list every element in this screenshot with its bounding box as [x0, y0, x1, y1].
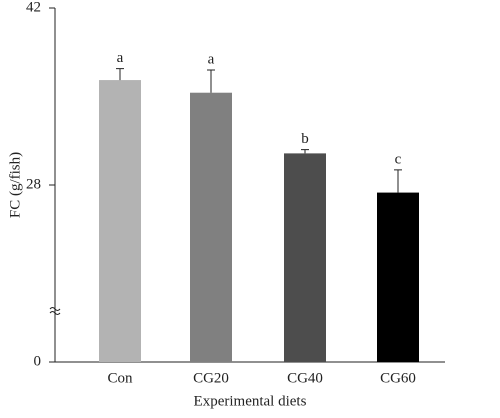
- bar: [99, 80, 141, 363]
- x-axis-label: Experimental diets: [194, 393, 307, 409]
- x-tick-label: CG40: [287, 370, 323, 386]
- significance-label: a: [117, 50, 124, 66]
- x-tick-label: Con: [107, 370, 133, 386]
- axis-break: [49, 307, 61, 315]
- x-tick-label: CG60: [380, 370, 416, 386]
- significance-label: c: [395, 151, 402, 167]
- bar: [190, 92, 232, 362]
- y-tick-label: 42: [26, 0, 41, 15]
- significance-label: b: [301, 131, 309, 147]
- bar: [377, 192, 419, 362]
- y-axis-label: FC (g/fish): [7, 152, 23, 218]
- error-bar: [207, 69, 215, 93]
- y-tick-label: 28: [26, 176, 41, 192]
- x-tick-label: CG20: [193, 370, 229, 386]
- error-bar: [394, 169, 402, 193]
- bar: [284, 153, 326, 362]
- error-bar: [116, 68, 124, 81]
- y-tick-label: 0: [34, 353, 42, 369]
- significance-label: a: [208, 51, 215, 67]
- error-bar: [301, 149, 309, 154]
